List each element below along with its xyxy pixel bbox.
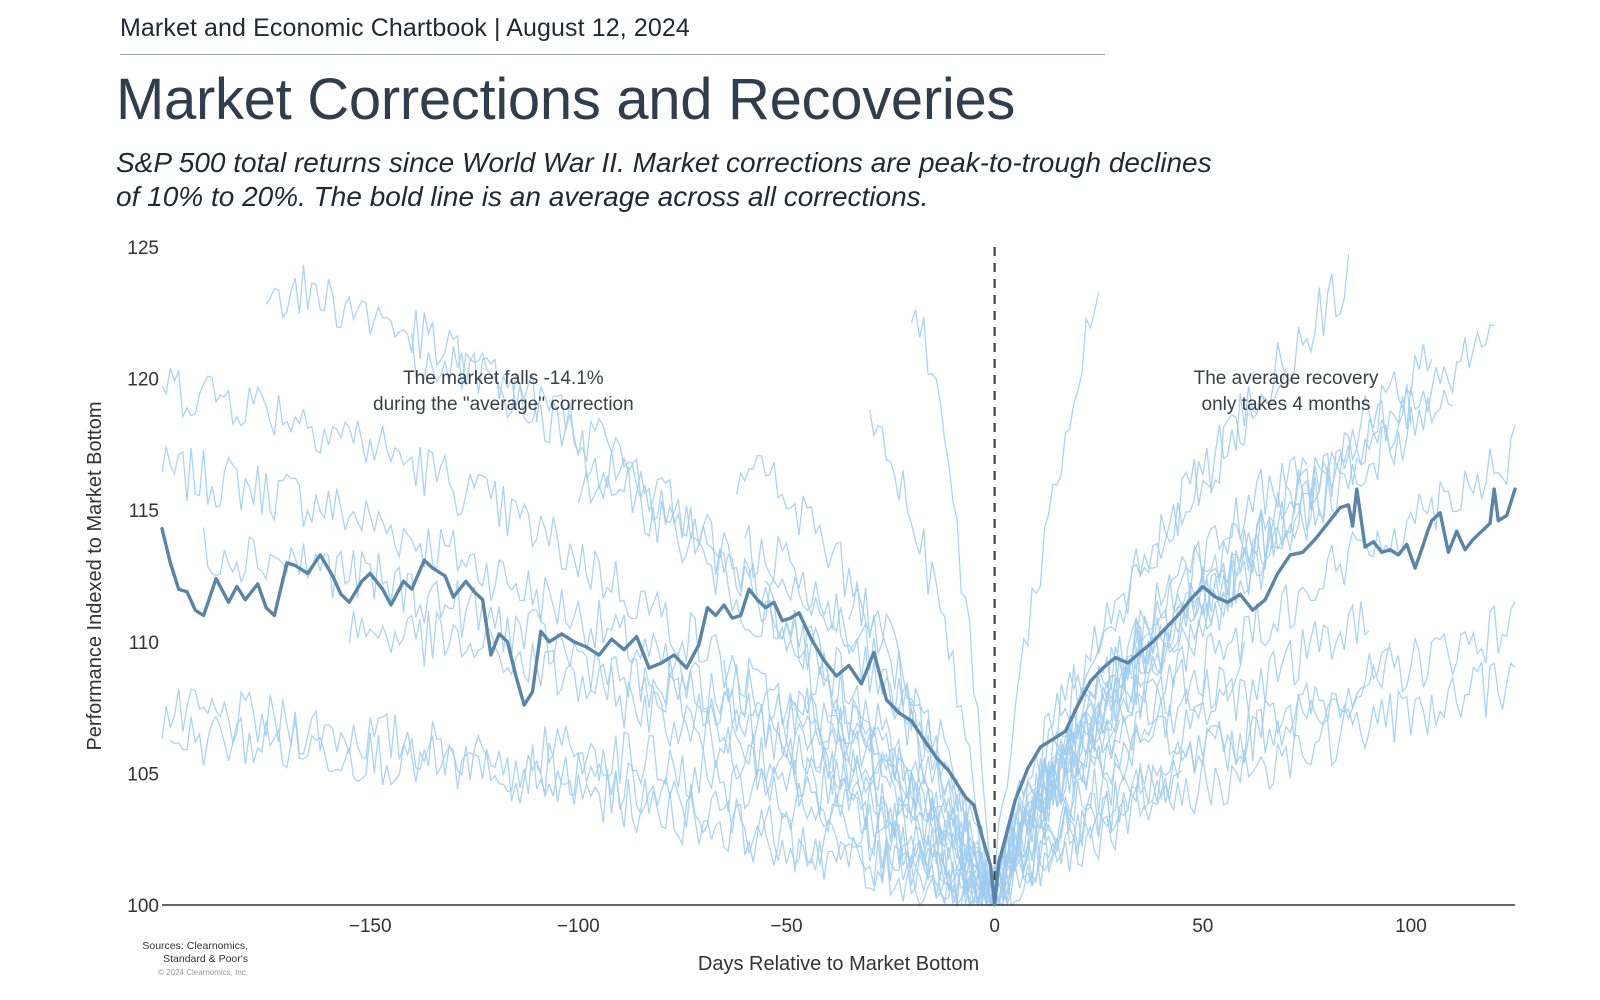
page-subtitle: S&P 500 total returns since World War II… — [116, 147, 1212, 212]
sources-note: Sources: Clearnomics, Standard & Poor's … — [110, 940, 248, 979]
x-tick-label: −100 — [557, 916, 600, 937]
correction-line — [806, 425, 1516, 908]
x-tick-label: 50 — [1192, 916, 1213, 937]
correction-line — [161, 446, 1516, 907]
copyright-note: © 2024 Clearnomics, Inc. — [158, 968, 248, 977]
chartbook-header: Market and Economic Chartbook | August 1… — [120, 14, 690, 42]
y-tick-label: 120 — [127, 370, 159, 391]
annotation-2-line-2: only takes 4 months — [1202, 394, 1371, 415]
x-axis-title: Days Relative to Market Bottom — [698, 953, 979, 975]
correction-line — [169, 292, 1100, 907]
correction-line — [869, 409, 1516, 906]
correction-line — [765, 465, 1329, 906]
x-tick-label: 0 — [989, 916, 1000, 937]
correction-line — [536, 367, 1287, 906]
y-tick-label: 125 — [127, 238, 159, 259]
y-axis-title: Performance Indexed to Market Bottom — [84, 401, 106, 750]
x-tick-label: −50 — [770, 916, 802, 937]
header-divider — [120, 54, 1105, 55]
correction-line — [202, 384, 1412, 907]
average-correction-line — [160, 487, 1517, 907]
annotation-1-line-1: The market falls -14.1% — [403, 368, 604, 389]
y-tick-label: 100 — [127, 896, 159, 917]
correction-line — [827, 254, 1350, 906]
annotation-2-line-1: The average recovery — [1194, 368, 1379, 389]
sources-line-2: Standard & Poor's — [163, 953, 248, 965]
correction-line — [161, 642, 1391, 907]
sources-line-1: Sources: Clearnomics, — [142, 940, 248, 952]
annotation-1-line-2: during the "average" correction — [373, 394, 634, 415]
average-correction-line-group — [160, 487, 1517, 907]
y-tick-label: 105 — [127, 764, 159, 785]
correction-line — [744, 324, 1495, 906]
x-tick-label: 100 — [1395, 916, 1427, 937]
page-title: Market Corrections and Recoveries — [116, 67, 1016, 132]
x-tick-label: −150 — [349, 916, 392, 937]
y-tick-label: 115 — [129, 501, 159, 522]
correction-line — [889, 601, 1370, 908]
chart-axes: 100 105 110 115 120 125 −150 −100 −50 0 50 100 Days … — [84, 238, 1515, 975]
correction-line — [161, 367, 1246, 906]
correction-line — [910, 309, 1225, 904]
chart-labels: The market falls -14.1% during the "avera… — [373, 368, 1379, 415]
y-tick-label: 110 — [129, 633, 159, 654]
individual-correction-lines — [161, 254, 1516, 908]
